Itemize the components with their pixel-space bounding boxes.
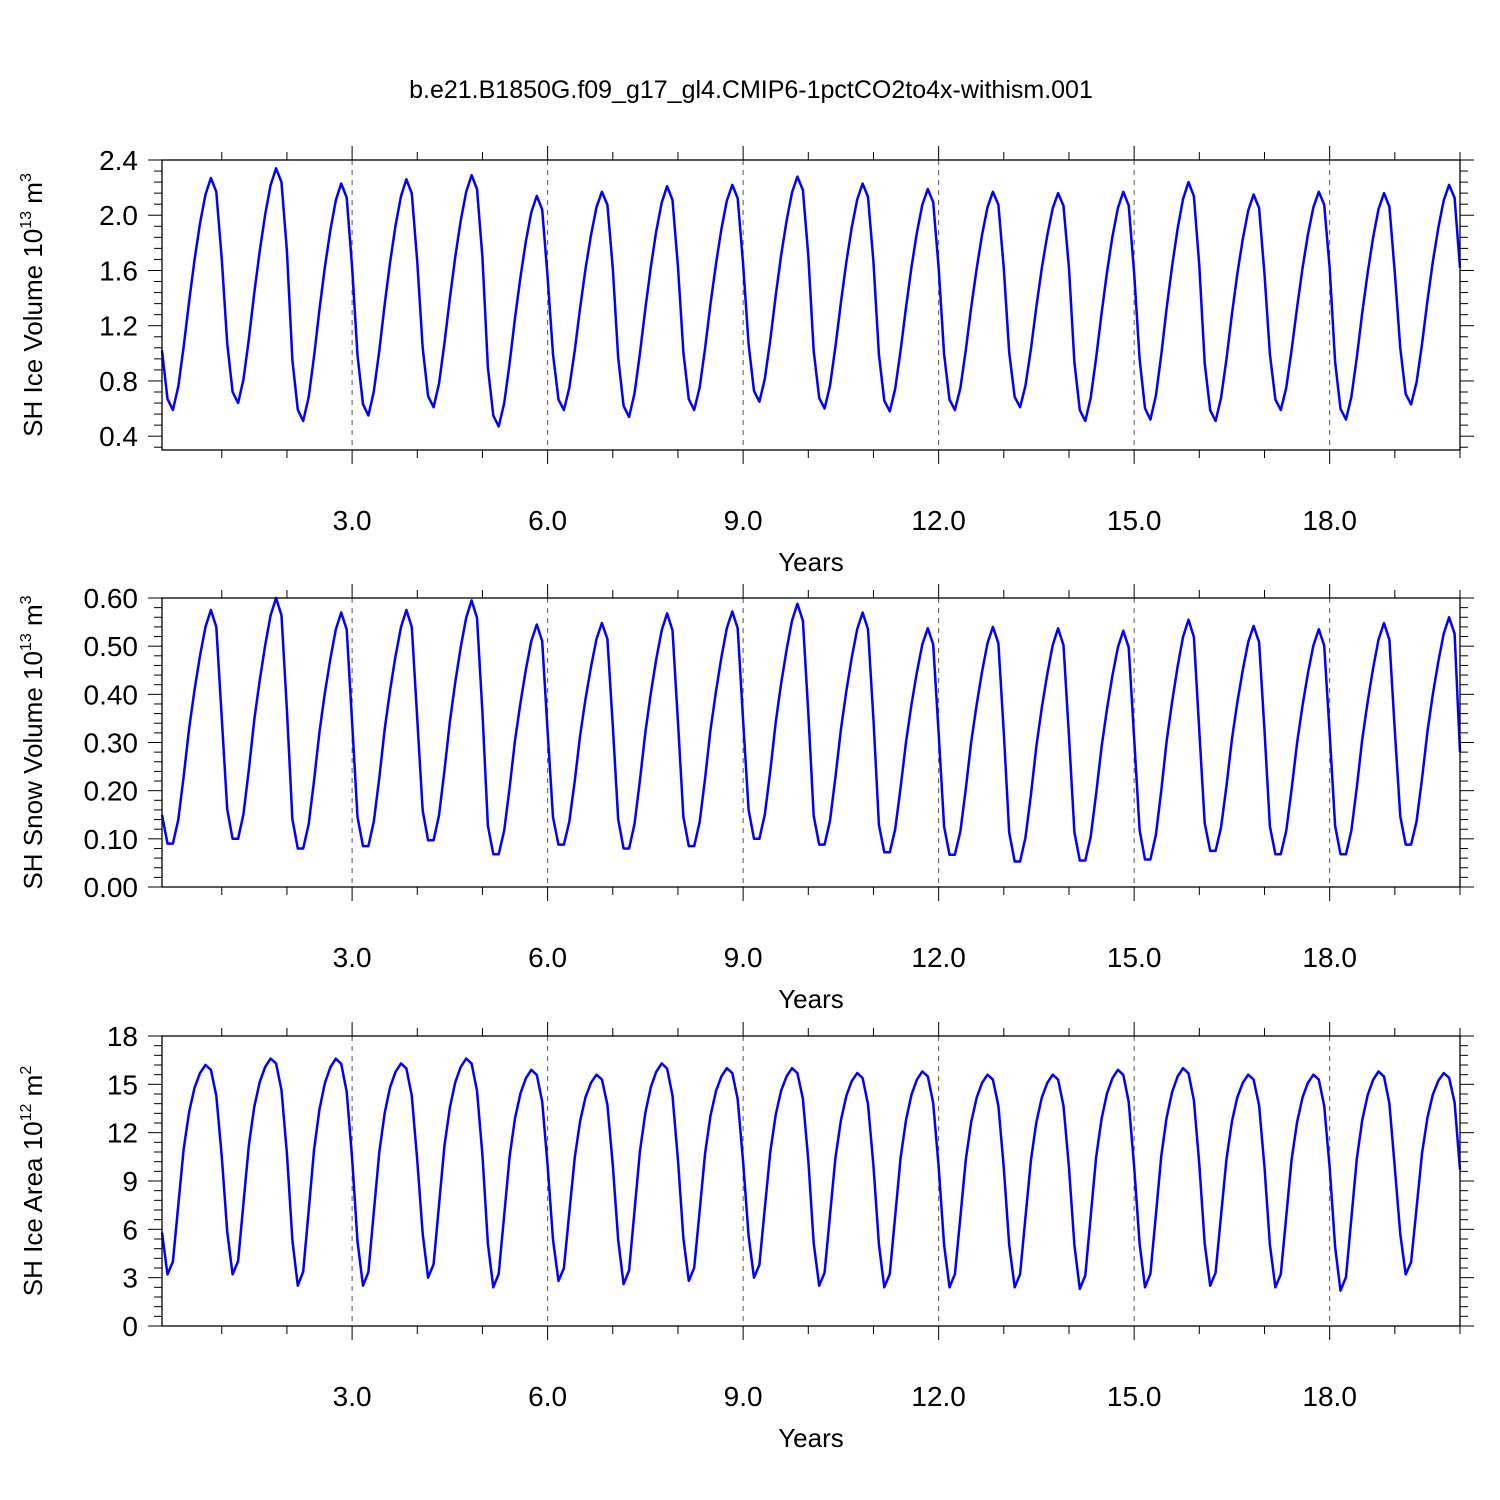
snow-volume-xtick-label: 15.0 (1107, 942, 1162, 973)
ice-volume-series-line (160, 167, 1462, 428)
ice-area-xtick-label: 3.0 (333, 1381, 372, 1412)
snow-volume-xtick-label: 12.0 (911, 942, 966, 973)
ice-volume-xtick-label: 12.0 (911, 505, 966, 536)
snow-volume-y-axis-label-part: m (18, 604, 48, 633)
snow-volume-ytick-label: 0.40 (84, 679, 139, 710)
ice-volume-y-axis-label-part: 13 (18, 211, 35, 229)
ice-area-ytick-label: 12 (107, 1118, 138, 1149)
ice-volume-ytick-label: 0.4 (99, 421, 138, 452)
ice-volume-x-axis-label: Years (778, 547, 844, 577)
snow-volume-plot-frame (161, 597, 1461, 888)
ice-volume-xtick-label: 9.0 (724, 505, 763, 536)
ice-area-x-axis-label: Years (778, 1423, 844, 1453)
ice-volume-ytick-label: 1.6 (99, 255, 138, 286)
ice-volume-y-axis-label-part: SH Ice Volume 10 (18, 229, 48, 437)
ice-volume-xtick-label: 3.0 (333, 505, 372, 536)
ice-area-xtick-label: 18.0 (1302, 1381, 1357, 1412)
ice-volume-xtick-label: 6.0 (528, 505, 567, 536)
ice-area-ytick-label: 6 (122, 1214, 138, 1245)
snow-volume-ytick-label: 0.10 (84, 824, 139, 855)
ice-area-y-axis-label: SH Ice Area 1012 m2 (18, 1066, 48, 1297)
snow-volume-ytick-label: 0.30 (84, 728, 139, 759)
ice-area-y-axis-label-part: 12 (18, 1103, 35, 1121)
ice-area-ytick-label: 0 (122, 1311, 138, 1342)
snow-volume-y-axis-label-part: SH Snow Volume 10 (18, 651, 48, 889)
snow-volume-ytick-label: 0.20 (84, 776, 139, 807)
snow-volume-xtick-label: 18.0 (1302, 942, 1357, 973)
ice-area-ytick-label: 3 (122, 1263, 138, 1294)
snow-volume-ytick-label: 0.00 (84, 872, 139, 903)
figure-title: b.e21.B1850G.f09_g17_gl4.CMIP6-1pctCO2to… (409, 76, 1093, 104)
chart-panel-ice-area: 3.0 6.0 9.0 12.0 15.0 18.0 0 3 6 9 12 15 18 Years SH I… (18, 1021, 1474, 1453)
ice-area-y-axis-label-part: SH Ice Area 10 (18, 1121, 48, 1296)
snow-volume-ytick-label: 0.60 (84, 583, 139, 614)
ice-area-plot-frame (161, 1035, 1461, 1327)
ice-area-y-axis-label-part: 2 (18, 1066, 35, 1075)
ice-area-xtick-label: 12.0 (911, 1381, 966, 1412)
ice-area-xtick-label: 15.0 (1107, 1381, 1162, 1412)
ice-volume-y-axis-label: SH Ice Volume 1013 m3 (18, 173, 48, 437)
ice-volume-y-axis-label-part: 3 (18, 173, 35, 182)
ice-volume-ytick-label: 2.0 (99, 200, 138, 231)
ice-volume-ytick-label: 1.2 (99, 311, 138, 342)
ice-volume-xtick-label: 15.0 (1107, 505, 1162, 536)
snow-volume-ytick-label: 0.50 (84, 631, 139, 662)
ice-volume-xtick-label: 18.0 (1302, 505, 1357, 536)
chart-panel-ice-volume: 3.0 6.0 9.0 12.0 15.0 18.0 0.4 0.8 1.2 1.6 2.0 2.4 Y… (18, 145, 1474, 577)
snow-volume-x-axis-label: Years (778, 984, 844, 1014)
snow-volume-y-axis-label-part: 3 (18, 595, 35, 604)
snow-volume-xtick-label: 9.0 (724, 942, 763, 973)
snow-volume-series-line (160, 596, 1462, 863)
ice-volume-ytick-label: 2.4 (99, 145, 138, 176)
ice-area-xtick-label: 9.0 (724, 1381, 763, 1412)
ice-volume-ytick-label: 0.8 (99, 366, 138, 397)
chart-panels: 3.0 6.0 9.0 12.0 15.0 18.0 0.4 0.8 1.2 1.6 2.0 2.4 Y… (18, 145, 1474, 1453)
ice-area-series-line (160, 1057, 1462, 1292)
ice-area-ytick-label: 15 (107, 1069, 138, 1100)
ice-area-ytick-label: 18 (107, 1021, 138, 1052)
ice-area-xtick-label: 6.0 (528, 1381, 567, 1412)
snow-volume-xtick-label: 6.0 (528, 942, 567, 973)
ice-area-y-axis-label-part: m (18, 1075, 48, 1104)
snow-volume-xtick-label: 3.0 (333, 942, 372, 973)
snow-volume-y-axis-label: SH Snow Volume 1013 m3 (18, 595, 48, 889)
ice-volume-y-axis-label-part: m (18, 182, 48, 211)
chart-panel-snow-volume: 3.0 6.0 9.0 12.0 15.0 18.0 0.00 0.10 0.20 0.30 0.4… (18, 583, 1474, 1014)
ice-area-ytick-label: 9 (122, 1166, 138, 1197)
snow-volume-y-axis-label-part: 13 (18, 633, 35, 651)
ice-volume-plot-frame (161, 159, 1461, 451)
